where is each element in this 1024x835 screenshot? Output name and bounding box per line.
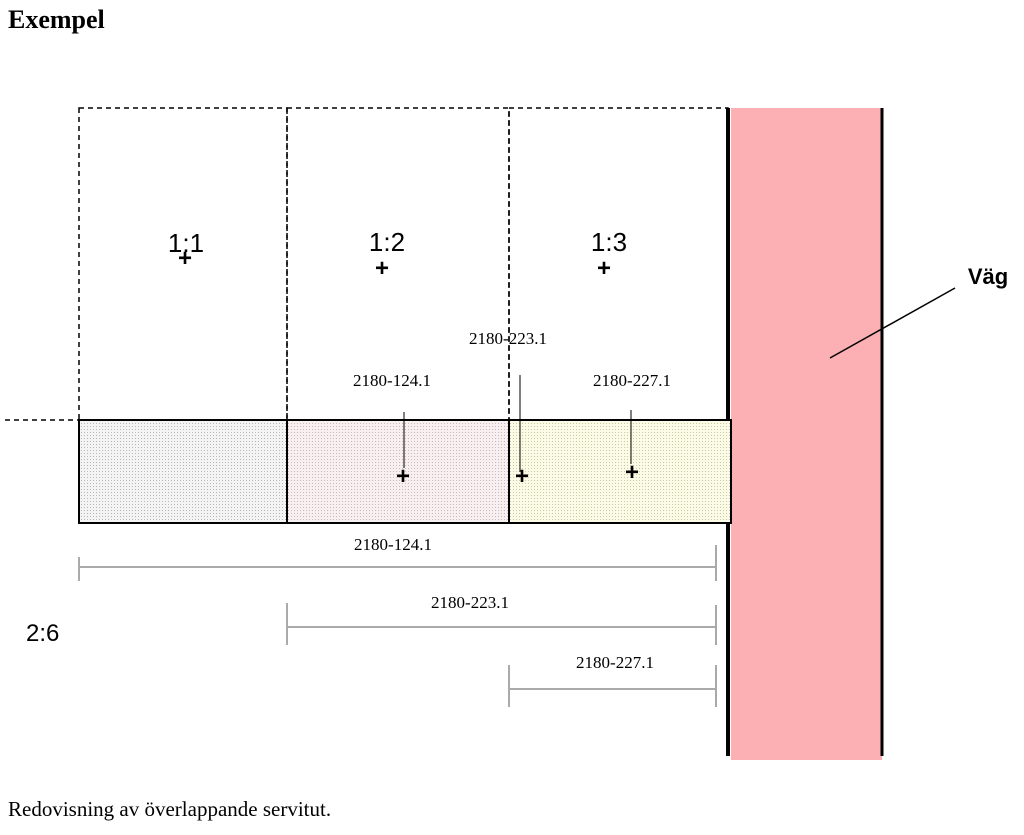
leaders <box>403 287 956 472</box>
parcel-label: 1:1 <box>168 228 204 258</box>
svg-text:+: + <box>178 245 192 272</box>
servitude-label: 2180-124.1 <box>353 371 431 390</box>
parcel-labels: 1:1 1:2 1:3 <box>168 227 627 258</box>
dimension-label: 2180-124.1 <box>354 535 432 554</box>
svg-text:+: + <box>597 255 611 282</box>
plus-marks: + + + + + + <box>178 245 639 490</box>
dimension-label: 2180-223.1 <box>431 593 509 612</box>
title: Exempel <box>8 5 105 34</box>
strip <box>78 419 732 524</box>
dimension-labels: 2180-124.1 2180-223.1 2180-227.1 <box>354 535 654 672</box>
servitude-label: 2180-227.1 <box>593 371 671 390</box>
lower-parcel-label: 2:6 <box>26 620 59 647</box>
parcel-label: 1:2 <box>369 227 405 257</box>
svg-text:+: + <box>515 463 529 490</box>
svg-text:+: + <box>396 463 410 490</box>
svg-text:+: + <box>625 459 639 486</box>
road-label: Väg <box>968 264 1008 289</box>
servitude-labels: 2180-124.1 2180-223.1 2180-227.1 <box>353 329 671 390</box>
dimension-label: 2180-227.1 <box>576 653 654 672</box>
parcel-label: 1:3 <box>591 227 627 257</box>
servitude-label: 2180-223.1 <box>469 329 547 348</box>
road <box>731 108 882 760</box>
caption: Redovisning av överlappande servitut. <box>8 797 331 821</box>
dimension-lines <box>78 545 717 707</box>
svg-text:+: + <box>375 255 389 282</box>
